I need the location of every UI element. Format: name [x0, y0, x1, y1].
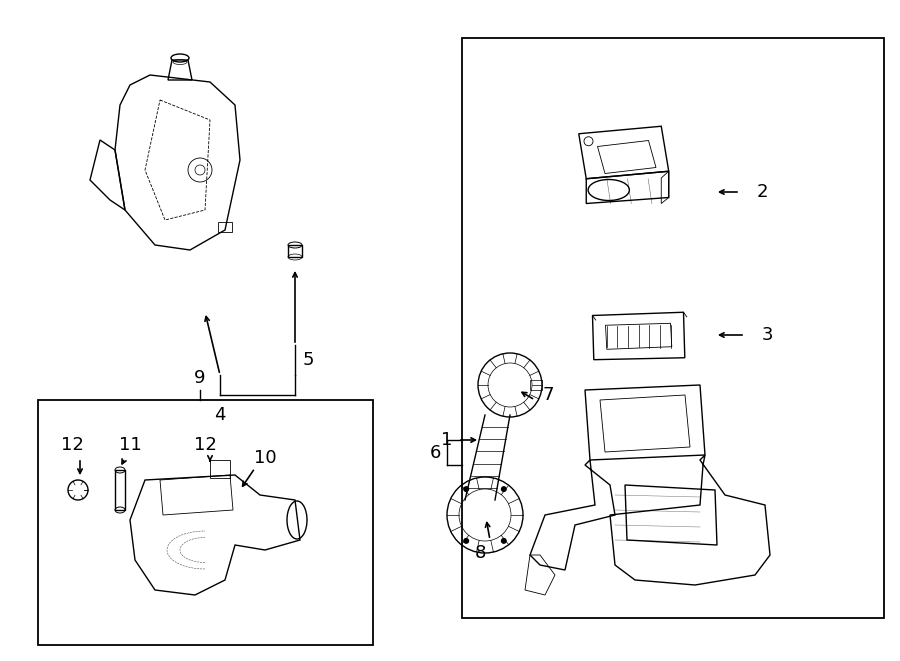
Text: 11: 11	[119, 436, 141, 454]
Bar	[530, 380, 542, 390]
Text: 5: 5	[302, 351, 314, 369]
Bar	[288, 245, 302, 257]
Text: 9: 9	[194, 369, 206, 387]
Bar	[462, 38, 884, 618]
Text: 10: 10	[254, 449, 276, 467]
Circle shape	[500, 486, 507, 492]
Text: 3: 3	[761, 326, 773, 344]
Text: 6: 6	[429, 444, 441, 462]
Text: 12: 12	[194, 436, 216, 454]
Circle shape	[500, 538, 507, 544]
Circle shape	[464, 486, 469, 492]
Bar	[210, 460, 230, 478]
Bar	[218, 222, 232, 232]
Text: 2: 2	[756, 183, 768, 201]
Text: 1: 1	[441, 431, 453, 449]
Text: 12: 12	[60, 436, 84, 454]
Text: 4: 4	[214, 406, 226, 424]
Bar	[115, 470, 125, 510]
Text: 7: 7	[542, 386, 554, 404]
Text: 8: 8	[474, 544, 486, 562]
Bar	[38, 400, 373, 645]
Circle shape	[464, 538, 469, 544]
